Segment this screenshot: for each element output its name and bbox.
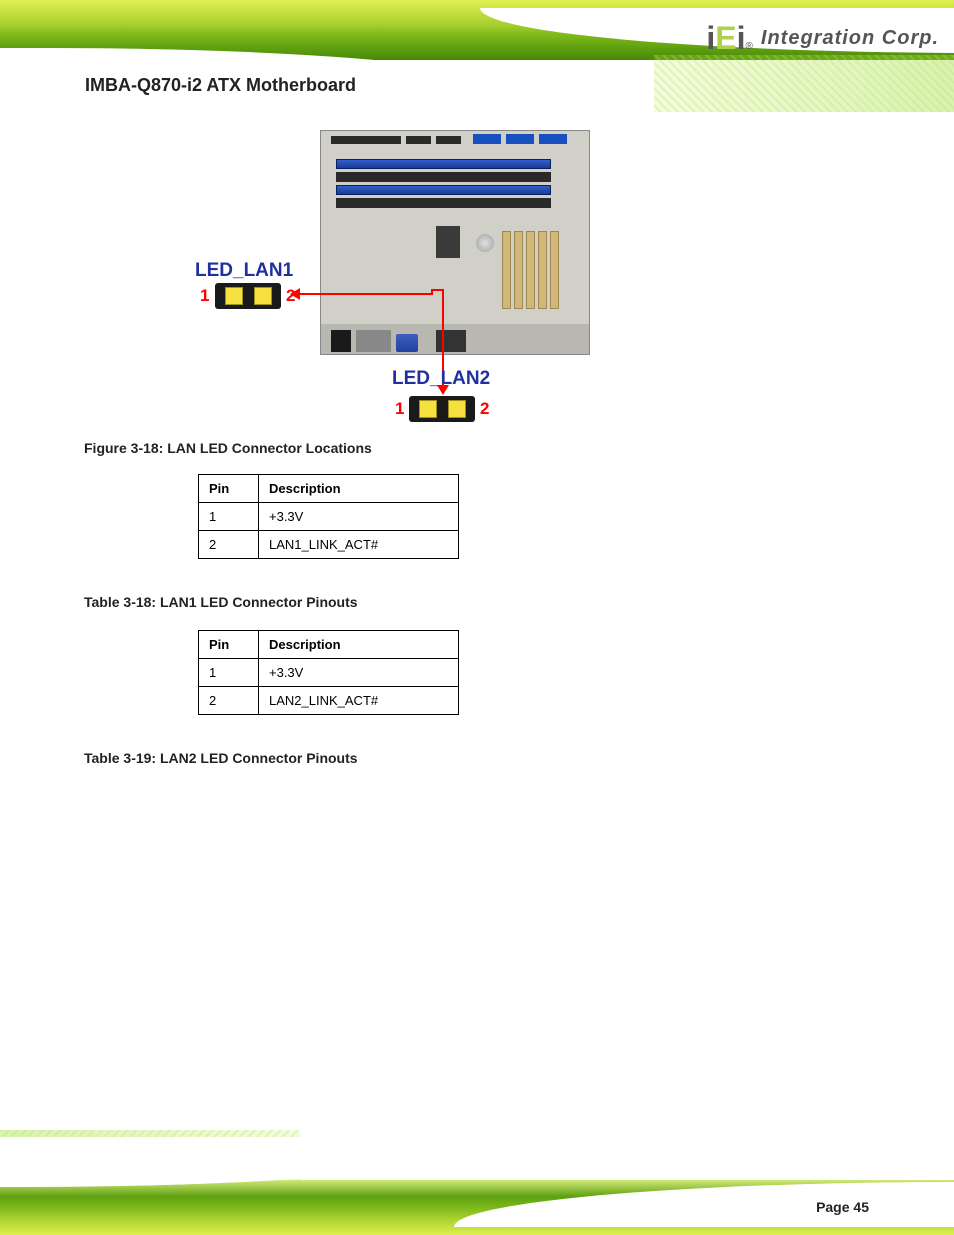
led-lan2-pin1-number: 1 — [395, 399, 404, 419]
led-lan1-connector — [215, 283, 281, 309]
logo: i E i ® Integration Corp. — [706, 20, 939, 57]
logo-letter-i2: i — [737, 20, 746, 57]
table-row: 2 LAN1_LINK_ACT# — [199, 531, 459, 559]
table2-header-pin: Pin — [199, 631, 259, 659]
table1-caption: Table 3-18: LAN1 LED Connector Pinouts — [84, 594, 358, 610]
table1-header-pin: Pin — [199, 475, 259, 503]
pinout-table-lan2: Pin Description 1 +3.3V 2 LAN2_LINK_ACT# — [198, 630, 459, 715]
logo-letter-i1: i — [706, 20, 715, 57]
table2-row0-desc: +3.3V — [259, 659, 459, 687]
table-row: 1 +3.3V — [199, 503, 459, 531]
table1-header-desc: Description — [259, 475, 459, 503]
motherboard-figure — [320, 130, 590, 355]
header-pattern — [654, 55, 954, 112]
led-lan1-label: LED_LAN1 — [195, 260, 293, 282]
table1-row1-desc: LAN1_LINK_ACT# — [259, 531, 459, 559]
table-row: 1 +3.3V — [199, 659, 459, 687]
led-lan1-pin2 — [254, 287, 272, 305]
table-row: 2 LAN2_LINK_ACT# — [199, 687, 459, 715]
led-lan1-pin1 — [225, 287, 243, 305]
led-lan2-pin2 — [448, 400, 466, 418]
figure-caption: Figure 3-18: LAN LED Connector Locations — [84, 440, 372, 456]
table2-row1-desc: LAN2_LINK_ACT# — [259, 687, 459, 715]
led-lan2-pin1 — [419, 400, 437, 418]
logo-letter-e: E — [715, 20, 736, 57]
led-lan1-pin2-number: 2 — [286, 286, 295, 306]
table1-row0-desc: +3.3V — [259, 503, 459, 531]
table2-row1-pin: 2 — [199, 687, 259, 715]
table2-row0-pin: 1 — [199, 659, 259, 687]
logo-registered: ® — [746, 41, 753, 52]
led-lan1-pin1-number: 1 — [200, 286, 209, 306]
table2-header-desc: Description — [259, 631, 459, 659]
table2-caption: Table 3-19: LAN2 LED Connector Pinouts — [84, 750, 358, 766]
led-lan2-label: LED_LAN2 — [392, 368, 490, 390]
page-number: Page 45 — [816, 1199, 869, 1215]
logo-company-name: Integration Corp. — [761, 27, 939, 50]
product-name: IMBA-Q870-i2 ATX Motherboard — [85, 75, 356, 96]
callout-line-horizontal — [298, 293, 433, 295]
footer-banner: Page 45 — [0, 1130, 954, 1235]
table1-row1-pin: 2 — [199, 531, 259, 559]
led-lan2-connector — [409, 396, 475, 422]
pinout-table-lan1: Pin Description 1 +3.3V 2 LAN1_LINK_ACT# — [198, 474, 459, 559]
led-lan2-pin2-number: 2 — [480, 399, 489, 419]
table1-row0-pin: 1 — [199, 503, 259, 531]
